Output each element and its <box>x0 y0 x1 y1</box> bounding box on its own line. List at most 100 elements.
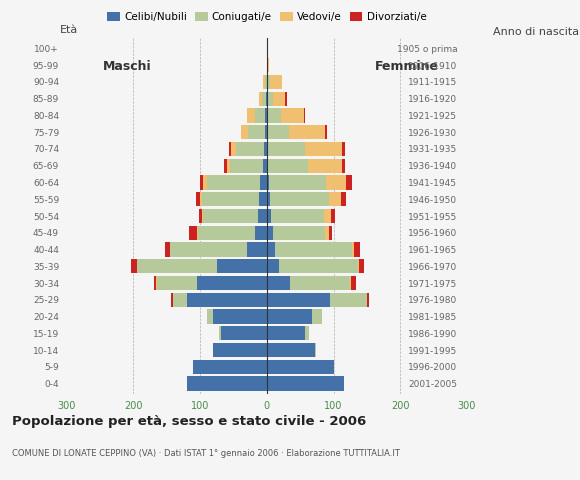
Bar <box>247 108 255 122</box>
Bar <box>217 259 267 274</box>
Bar <box>367 293 369 307</box>
Bar <box>330 293 367 307</box>
Bar <box>206 175 260 190</box>
Bar <box>202 209 204 223</box>
Bar <box>271 209 324 223</box>
Bar <box>255 226 267 240</box>
Bar <box>137 259 217 274</box>
Bar <box>170 242 247 257</box>
Bar <box>289 125 325 139</box>
Bar <box>342 158 345 173</box>
Bar <box>171 293 173 307</box>
Text: Età: Età <box>60 25 78 35</box>
Bar <box>266 108 267 122</box>
Bar <box>265 75 267 89</box>
Bar <box>190 226 197 240</box>
Bar <box>247 242 267 257</box>
Bar <box>351 242 353 257</box>
Bar <box>213 343 267 357</box>
Bar <box>285 92 287 106</box>
Bar <box>265 125 267 139</box>
Bar <box>165 242 170 257</box>
Bar <box>267 108 281 122</box>
Bar <box>194 360 267 374</box>
Bar <box>187 376 267 391</box>
Text: Popolazione per età, sesso e stato civile - 2006: Popolazione per età, sesso e stato civil… <box>12 415 366 428</box>
Bar <box>279 259 357 274</box>
Bar <box>204 209 258 223</box>
Bar <box>326 175 346 190</box>
Bar <box>267 142 268 156</box>
Bar <box>258 209 267 223</box>
Bar <box>268 142 305 156</box>
Bar <box>197 276 267 290</box>
Bar <box>267 92 274 106</box>
Bar <box>359 259 364 274</box>
Bar <box>267 326 306 340</box>
Bar <box>255 108 266 122</box>
Bar <box>231 142 236 156</box>
Bar <box>157 276 197 290</box>
Bar <box>248 125 265 139</box>
Bar <box>267 343 315 357</box>
Bar <box>308 158 342 173</box>
Bar <box>267 192 270 206</box>
Bar <box>351 276 356 290</box>
Bar <box>263 75 265 89</box>
Bar <box>199 209 202 223</box>
Bar <box>315 343 316 357</box>
Bar <box>267 259 279 274</box>
Bar <box>267 75 270 89</box>
Bar <box>198 226 255 240</box>
Bar <box>270 75 282 89</box>
Bar <box>197 226 198 240</box>
Bar <box>224 158 227 173</box>
Bar <box>290 276 350 290</box>
Bar <box>267 276 290 290</box>
Bar <box>260 175 267 190</box>
Bar <box>200 175 204 190</box>
Bar <box>156 276 157 290</box>
Bar <box>312 310 322 324</box>
Bar <box>200 192 202 206</box>
Bar <box>325 226 329 240</box>
Bar <box>204 175 207 190</box>
Bar <box>274 92 285 106</box>
Bar <box>236 142 264 156</box>
Bar <box>270 192 329 206</box>
Bar <box>259 92 262 106</box>
Bar <box>324 209 331 223</box>
Legend: Celibi/Nubili, Coniugati/e, Vedovi/e, Divorziati/e: Celibi/Nubili, Coniugati/e, Vedovi/e, Di… <box>103 8 430 26</box>
Bar <box>267 242 275 257</box>
Bar <box>346 175 351 190</box>
Bar <box>325 125 328 139</box>
Bar <box>202 192 259 206</box>
Bar <box>227 158 230 173</box>
Bar <box>222 326 267 340</box>
Bar <box>241 125 248 139</box>
Bar <box>353 242 360 257</box>
Bar <box>341 192 346 206</box>
Bar <box>305 142 342 156</box>
Bar <box>267 58 269 72</box>
Bar <box>196 192 200 206</box>
Bar <box>267 376 343 391</box>
Bar <box>268 158 308 173</box>
Bar <box>219 326 222 340</box>
Bar <box>306 326 309 340</box>
Bar <box>264 142 267 156</box>
Bar <box>262 92 266 106</box>
Bar <box>267 158 268 173</box>
Bar <box>267 360 334 374</box>
Bar <box>267 293 330 307</box>
Bar <box>267 175 270 190</box>
Bar <box>154 276 156 290</box>
Bar <box>281 108 304 122</box>
Bar <box>267 226 274 240</box>
Text: Anno di nascita: Anno di nascita <box>493 27 579 37</box>
Bar <box>267 125 289 139</box>
Bar <box>266 92 267 106</box>
Bar <box>329 192 341 206</box>
Bar <box>259 192 267 206</box>
Bar <box>263 158 267 173</box>
